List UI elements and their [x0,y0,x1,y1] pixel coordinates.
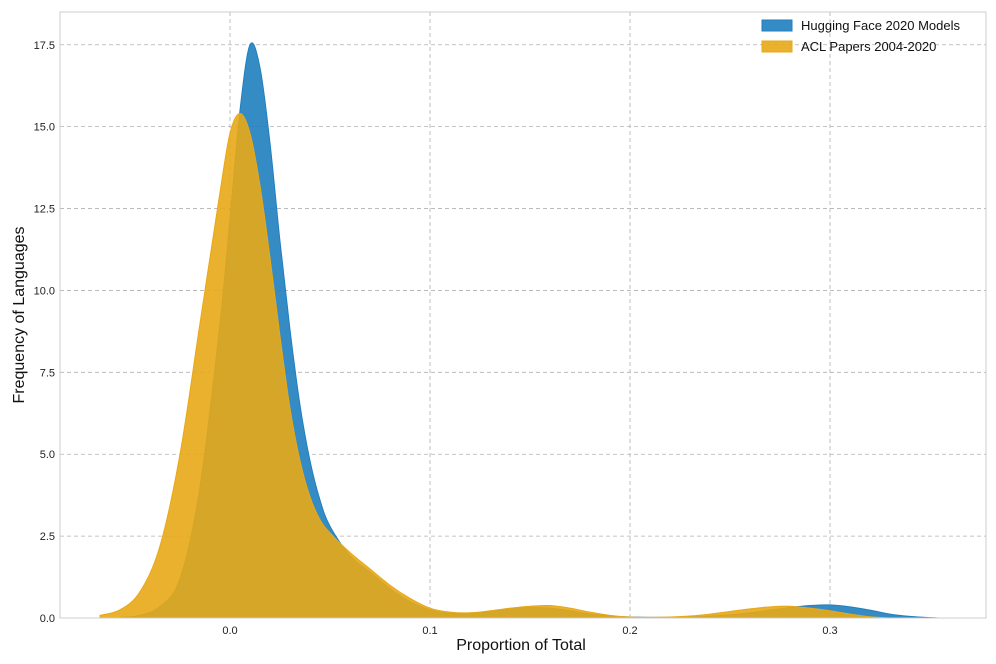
x-tick-label: 0.3 [822,625,837,637]
plot-frame [59,11,987,619]
y-tick-label: 2.5 [40,531,55,543]
y-tick-label: 15.0 [34,122,55,134]
x-tick-label: 0.0 [222,625,237,637]
x-tick-label: 0.2 [622,625,637,637]
legend-label: Hugging Face 2020 Models [801,18,960,33]
x-axis-label: Proportion of Total [456,637,586,654]
series-areas [99,42,941,619]
y-tick-label: 7.5 [40,367,55,379]
y-tick-label: 12.5 [34,204,55,216]
legend-swatch [761,40,793,53]
y-tick-labels: 0.0 2.5 5.0 7.5 10.0 12.5 15.0 17.5 [34,40,55,625]
y-tick-label: 17.5 [34,40,55,52]
x-tick-label: 0.1 [422,625,437,637]
series-area-2 [99,113,891,619]
legend-label: ACL Papers 2004-2020 [801,39,936,54]
y-tick-label: 10.0 [34,285,55,297]
x-tick-labels: 0.0 0.1 0.2 0.3 [222,625,837,637]
legend: Hugging Face 2020 Models ACL Papers 2004-… [761,18,960,54]
y-tick-label: 0.0 [40,613,55,625]
y-tick-label: 5.0 [40,449,55,461]
y-axis-label: Frequency of Languages [11,226,28,403]
legend-swatch [761,19,793,32]
